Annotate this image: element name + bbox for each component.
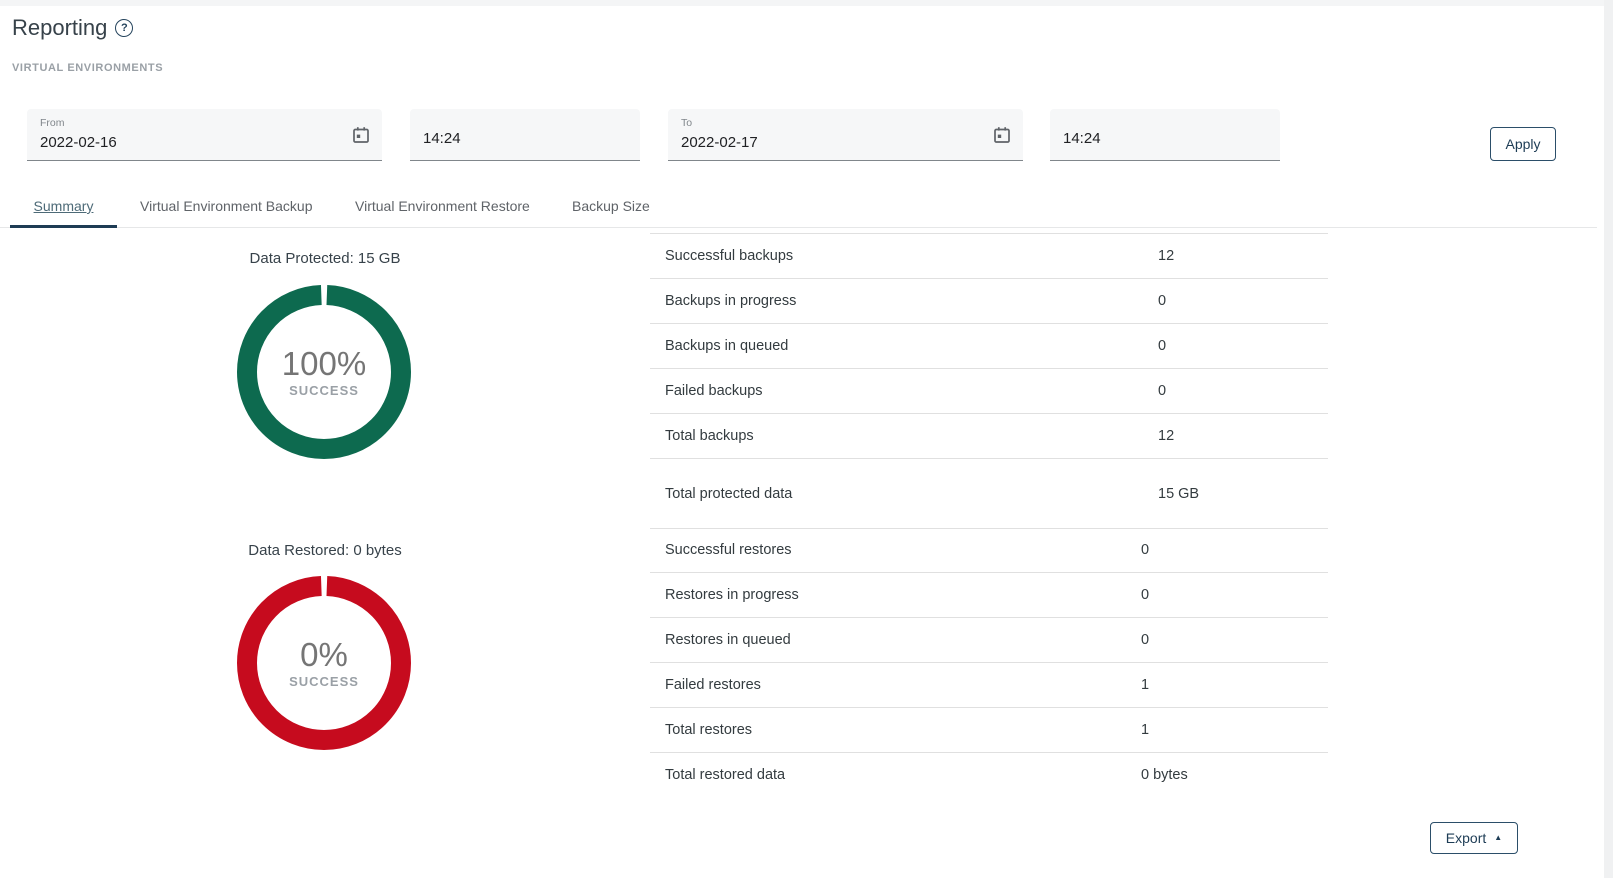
table-row: Backups in progress 0 — [650, 279, 1328, 324]
stat-label: Failed backups — [665, 383, 763, 399]
tab-virtual-environment-backup[interactable]: Virtual Environment Backup — [140, 190, 313, 222]
reporting-screen: Reporting ? VIRTUAL ENVIRONMENTS From 20… — [0, 0, 1613, 878]
table-row: Restores in queued 0 — [650, 618, 1328, 663]
stat-value: 1 — [1141, 677, 1149, 693]
stat-label: Successful restores — [665, 542, 792, 558]
success-percentage: 100% — [282, 346, 366, 382]
to-time-field[interactable]: 14:24 — [1050, 109, 1280, 161]
restores-stats-table: Successful restores 0 Restores in progre… — [650, 528, 1328, 797]
stat-label: Backups in queued — [665, 338, 788, 354]
tab-bar-divider — [0, 227, 1597, 228]
data-protected-title: Data Protected: 15 GB — [0, 250, 650, 267]
top-edge-strip — [0, 0, 1613, 6]
data-protected-donut-chart: 100% SUCCESS — [236, 284, 412, 460]
calendar-icon[interactable] — [992, 125, 1012, 145]
table-row: Successful backups 12 — [650, 234, 1328, 279]
table-row: Backups in queued 0 — [650, 324, 1328, 369]
from-date-field[interactable]: From 2022-02-16 — [27, 109, 382, 161]
stat-value: 12 — [1158, 248, 1174, 264]
page-title-text: Reporting — [12, 15, 107, 41]
stat-label: Total protected data — [665, 486, 792, 502]
stat-value: 0 — [1158, 293, 1166, 309]
stat-label: Total backups — [665, 428, 754, 444]
donut-center-labels: 0% SUCCESS — [236, 575, 412, 751]
to-date-label: To — [681, 117, 692, 129]
stat-value: 1 — [1141, 722, 1149, 738]
stat-label: Total restores — [665, 722, 752, 738]
from-time-field[interactable]: 14:24 — [410, 109, 640, 161]
to-date-value[interactable]: 2022-02-17 — [681, 134, 758, 151]
tab-backup-size[interactable]: Backup Size — [572, 190, 650, 222]
stat-value: 0 — [1158, 383, 1166, 399]
page-title: Reporting ? — [12, 15, 133, 41]
calendar-icon[interactable] — [351, 125, 371, 145]
export-button-label: Export — [1446, 830, 1486, 846]
tab-virtual-environment-restore[interactable]: Virtual Environment Restore — [355, 190, 530, 222]
stat-value: 0 — [1141, 542, 1149, 558]
stat-value: 15 GB — [1158, 486, 1199, 502]
section-label: VIRTUAL ENVIRONMENTS — [12, 62, 163, 74]
stat-label: Failed restores — [665, 677, 761, 693]
table-row: Successful restores 0 — [650, 528, 1328, 573]
stat-value: 0 — [1158, 338, 1166, 354]
donut-center-labels: 100% SUCCESS — [236, 284, 412, 460]
stat-value: 0 — [1141, 632, 1149, 648]
stat-value: 12 — [1158, 428, 1174, 444]
from-time-value[interactable]: 14:24 — [423, 130, 461, 147]
to-time-value[interactable]: 14:24 — [1063, 130, 1101, 147]
help-icon[interactable]: ? — [115, 19, 133, 37]
table-row: Total backups 12 — [650, 414, 1328, 459]
stat-label: Restores in queued — [665, 632, 791, 648]
table-row: Total restores 1 — [650, 708, 1328, 753]
backups-stats-table: Successful backups 12 Backups in progres… — [650, 233, 1328, 529]
active-tab-indicator — [10, 225, 117, 228]
stat-label: Successful backups — [665, 248, 793, 264]
stat-value: 0 — [1141, 587, 1149, 603]
table-row: Restores in progress 0 — [650, 573, 1328, 618]
apply-button[interactable]: Apply — [1490, 127, 1556, 161]
stat-value: 0 bytes — [1141, 767, 1188, 783]
stat-label: Restores in progress — [665, 587, 799, 603]
data-restored-title: Data Restored: 0 bytes — [0, 542, 650, 559]
stat-label: Backups in progress — [665, 293, 796, 309]
success-caption: SUCCESS — [289, 674, 359, 689]
caret-up-icon: ▲ — [1494, 834, 1502, 842]
table-row: Failed backups 0 — [650, 369, 1328, 414]
to-date-field[interactable]: To 2022-02-17 — [668, 109, 1023, 161]
table-row: Total restored data 0 bytes — [650, 753, 1328, 797]
table-row: Total protected data 15 GB — [650, 459, 1328, 529]
success-percentage: 0% — [300, 637, 348, 673]
vertical-scrollbar[interactable] — [1604, 0, 1613, 878]
export-button[interactable]: Export ▲ — [1430, 822, 1518, 854]
stat-label: Total restored data — [665, 767, 785, 783]
success-caption: SUCCESS — [289, 383, 359, 398]
data-restored-donut-chart: 0% SUCCESS — [236, 575, 412, 751]
table-row: Failed restores 1 — [650, 663, 1328, 708]
from-date-label: From — [40, 117, 65, 129]
from-date-value[interactable]: 2022-02-16 — [40, 134, 117, 151]
tab-summary[interactable]: Summary — [10, 190, 117, 222]
